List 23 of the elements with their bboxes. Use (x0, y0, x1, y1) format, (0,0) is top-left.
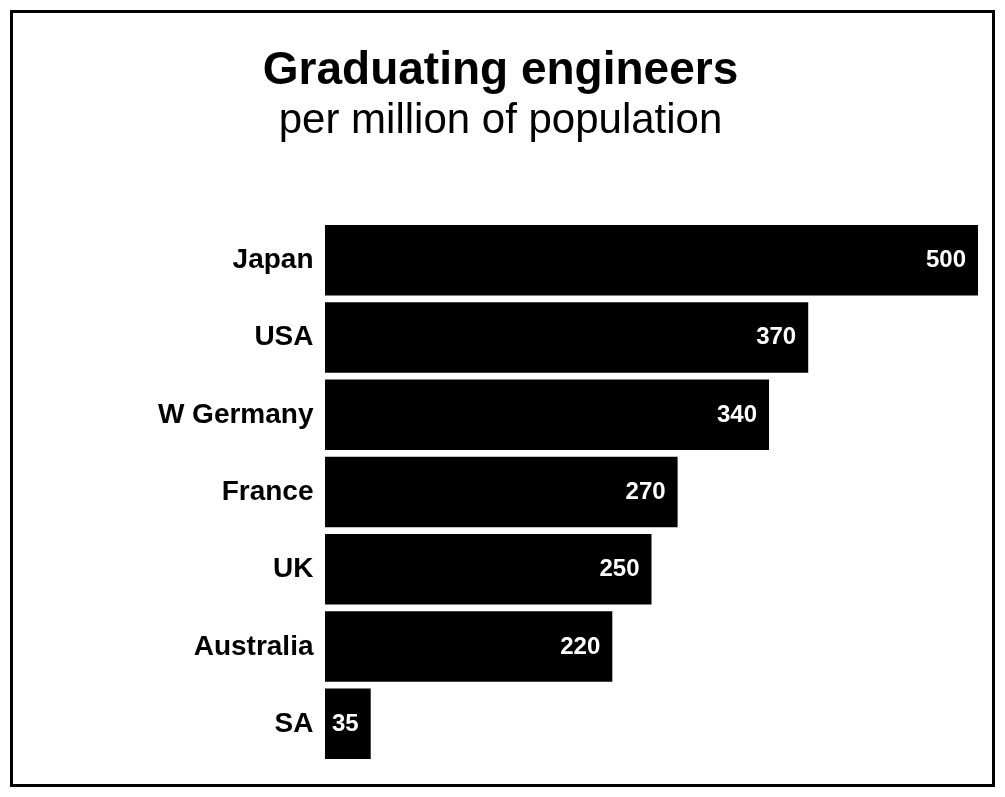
data-label: 250 (599, 554, 640, 582)
bar (325, 534, 652, 605)
data-label: 35 (332, 708, 359, 736)
bar (325, 225, 978, 296)
chart-title: Graduating engineers (262, 42, 739, 94)
y-tick-label: Australia (193, 629, 314, 661)
data-label: 270 (625, 477, 666, 504)
data-label: 500 (925, 245, 966, 273)
y-tick-label: France (221, 475, 314, 506)
y-tick-label: SA (274, 706, 314, 738)
bar (325, 302, 809, 373)
data-label: 220 (560, 631, 601, 659)
y-tick-label: Japan (232, 243, 314, 275)
y-tick-label: W Germany (157, 397, 314, 429)
bar (325, 688, 371, 759)
bar (325, 456, 678, 528)
chart-subtitle: per million of population (278, 95, 723, 142)
y-tick-label: UK (273, 552, 314, 584)
bar (325, 379, 770, 450)
data-label: 340 (716, 399, 758, 427)
y-tick-label: USA (254, 320, 314, 352)
data-label: 370 (756, 322, 797, 350)
bar (325, 611, 613, 682)
